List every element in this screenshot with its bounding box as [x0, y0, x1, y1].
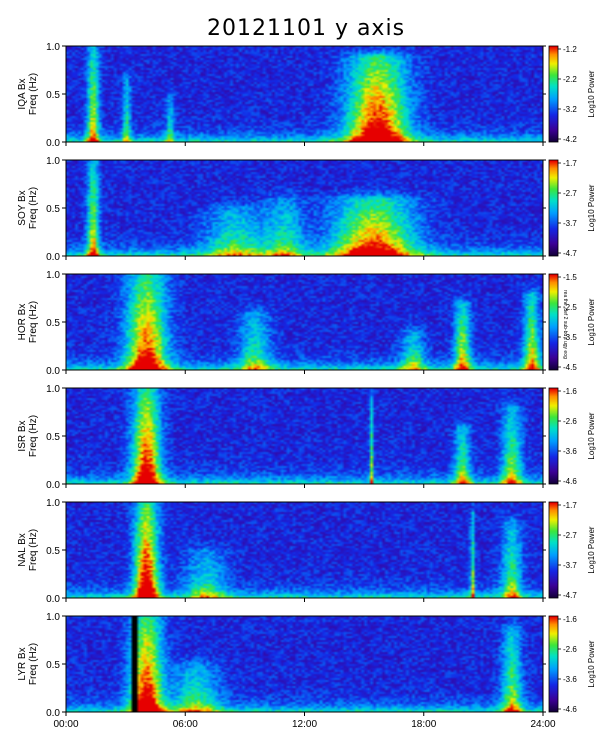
colorbar-label-4: Log10 Power — [587, 526, 596, 573]
x-tick-label-4: 24:00 — [530, 719, 555, 730]
y-axis-label-4: NAL BxFreq (Hz) — [17, 529, 39, 571]
y-axis-label-5: LYR BxFreq (Hz) — [17, 643, 39, 685]
spectrogram-image-1 — [66, 160, 543, 256]
y-axis-label-0: IQA BxFreq (Hz) — [17, 73, 39, 115]
panel-3: 0.0 0.5 1.0 ISR BxFreq (Hz) -1.6 -2.6 -3.6 -4.6… — [17, 384, 596, 491]
y-tick-label-4-1: 0.5 — [46, 546, 60, 557]
colorbar-tick-label-0-0: -1.2 — [563, 45, 577, 54]
colorbar-3 — [549, 388, 558, 484]
station-label-3: ISR Bx — [17, 420, 28, 451]
panel-0: 0.0 0.5 1.0 IQA BxFreq (Hz) -1.2 -2.2 -3.2 -4.2… — [17, 42, 596, 149]
station-label-0: IQA Bx — [17, 78, 28, 109]
spectrogram-image-2 — [66, 274, 543, 370]
colorbar-tick-label-2-2: -3.5 — [563, 333, 577, 342]
colorbar-0 — [549, 46, 558, 142]
freq-label-0: Freq (Hz) — [28, 73, 39, 115]
colorbar-tick-label-4-3: -4.7 — [563, 591, 577, 600]
colorbar-frame-0 — [548, 45, 559, 143]
freq-label-4: Freq (Hz) — [28, 529, 39, 571]
colorbar-tick-label-2-1: -2.5 — [563, 303, 577, 312]
colorbar-label-0: Log10 Power — [587, 70, 596, 117]
y-tick-label-2-0: 0.0 — [46, 366, 60, 377]
colorbar-tick-label-3-1: -2.6 — [563, 417, 577, 426]
x-tick-label-0: 00:00 — [53, 719, 78, 730]
colorbar-frame-4 — [548, 501, 559, 599]
y-tick-label-3-1: 0.5 — [46, 432, 60, 443]
colorbar-frame-5 — [548, 615, 559, 713]
colorbar-tick-label-4-1: -2.7 — [563, 531, 577, 540]
y-tick-label-5-1: 0.5 — [46, 660, 60, 671]
y-axis-label-1: SOY BxFreq (Hz) — [17, 187, 39, 229]
y-tick-label-5-2: 1.0 — [46, 612, 60, 623]
y-tick-label-4-0: 0.0 — [46, 594, 60, 605]
y-tick-label-3-0: 0.0 — [46, 480, 60, 491]
colorbar-tick-label-2-3: -4.5 — [563, 363, 577, 372]
colorbar-label-2: Log10 Power — [587, 298, 596, 345]
x-tick-label-2: 12:00 — [292, 719, 317, 730]
freq-label-5: Freq (Hz) — [28, 643, 39, 685]
y-tick-label-0-2: 1.0 — [46, 42, 60, 53]
colorbar-tick-label-3-2: -3.6 — [563, 447, 577, 456]
y-tick-label-2-1: 0.5 — [46, 318, 60, 329]
colorbar-frame-2 — [548, 273, 559, 371]
colorbar-label-1: Log10 Power — [587, 184, 596, 231]
y-axis-label-2: HOR BxFreq (Hz) — [17, 301, 39, 343]
colorbar-tick-label-5-0: -1.6 — [563, 615, 577, 624]
y-tick-label-4-2: 1.0 — [46, 498, 60, 509]
colorbar-4 — [549, 502, 558, 598]
freq-label-1: Freq (Hz) — [28, 187, 39, 229]
side-annotation: rea the, def 2 sub-bu's ugy eog — [562, 290, 568, 359]
colorbar-tick-label-1-2: -3.7 — [563, 219, 577, 228]
panel-1: 0.0 0.5 1.0 SOY BxFreq (Hz) -1.7 -2.7 -3.7 -4.7… — [17, 156, 596, 263]
panel-2: 0.0 0.5 1.0 HOR BxFreq (Hz) -1.5 -2.5 -3.5 -4.5… — [17, 270, 596, 377]
colorbar-tick-label-5-3: -4.6 — [563, 705, 577, 714]
colorbar-label-5: Log10 Power — [587, 640, 596, 687]
colorbar-tick-label-0-1: -2.2 — [563, 75, 577, 84]
figure-title: 20121101 y axis — [206, 16, 406, 41]
station-label-1: SOY Bx — [17, 190, 28, 225]
x-tick-label-3: 18:00 — [411, 719, 436, 730]
colorbar-tick-label-0-2: -3.2 — [563, 105, 577, 114]
spectrogram-image-3 — [66, 388, 543, 484]
y-tick-label-2-2: 1.0 — [46, 270, 60, 281]
colorbar-tick-label-5-1: -2.6 — [563, 645, 577, 654]
panel-5: 0.0 0.5 1.0 00:00 06:00 12:00 18:00 24:00 LYR Bx… — [17, 612, 596, 730]
colorbar-tick-label-1-0: -1.7 — [563, 159, 577, 168]
y-tick-label-0-1: 0.5 — [46, 90, 60, 101]
colorbar-5 — [549, 616, 558, 712]
colorbar-frame-3 — [548, 387, 559, 485]
colorbar-tick-label-1-1: -2.7 — [563, 189, 577, 198]
colorbar-tick-label-3-0: -1.6 — [563, 387, 577, 396]
colorbar-tick-label-5-2: -3.6 — [563, 675, 577, 684]
colorbar-2 — [549, 274, 558, 370]
colorbar-1 — [549, 160, 558, 256]
panel-4: 0.0 0.5 1.0 NAL BxFreq (Hz) -1.7 -2.7 -3.7 -4.7… — [17, 498, 596, 605]
y-tick-label-3-2: 1.0 — [46, 384, 60, 395]
colorbar-tick-label-3-3: -4.6 — [563, 477, 577, 486]
y-tick-label-0-0: 0.0 — [46, 138, 60, 149]
y-tick-label-1-0: 0.0 — [46, 252, 60, 263]
colorbar-frame-1 — [548, 159, 559, 257]
colorbar-label-3: Log10 Power — [587, 412, 596, 459]
spectrogram-image-4 — [66, 502, 543, 598]
freq-label-2: Freq (Hz) — [28, 301, 39, 343]
y-tick-label-5-0: 0.0 — [46, 708, 60, 719]
spectrogram-image-5 — [66, 616, 543, 712]
station-label-5: LYR Bx — [17, 647, 28, 680]
station-label-4: NAL Bx — [17, 533, 28, 567]
freq-label-3: Freq (Hz) — [28, 415, 39, 457]
colorbar-tick-label-0-3: -4.2 — [563, 135, 577, 144]
y-axis-label-3: ISR BxFreq (Hz) — [17, 415, 39, 457]
colorbar-tick-label-4-2: -3.7 — [563, 561, 577, 570]
station-label-2: HOR Bx — [17, 304, 28, 341]
y-tick-label-1-1: 0.5 — [46, 204, 60, 215]
colorbar-tick-label-1-3: -4.7 — [563, 249, 577, 258]
spectrogram-image-0 — [66, 46, 543, 142]
y-tick-label-1-2: 1.0 — [46, 156, 60, 167]
colorbar-tick-label-4-0: -1.7 — [563, 501, 577, 510]
x-tick-label-1: 06:00 — [173, 719, 198, 730]
colorbar-tick-label-2-0: -1.5 — [563, 273, 577, 282]
